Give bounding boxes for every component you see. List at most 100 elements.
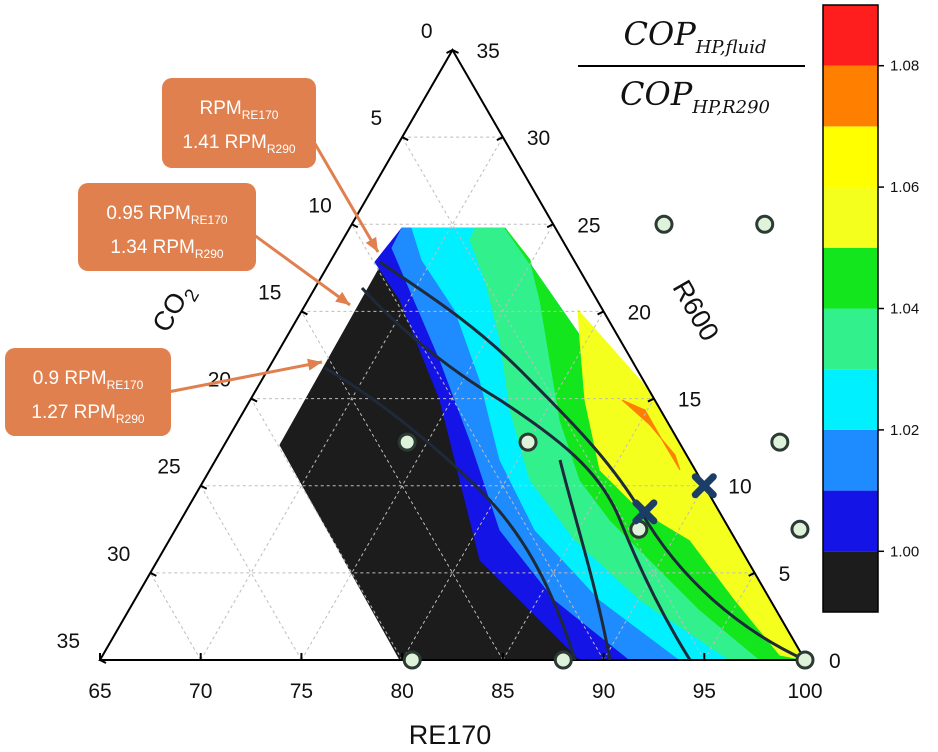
tick-label-re170-80: 80 [390,680,413,703]
composition-point-5 [397,432,417,452]
colorbar-title: COPHP,fluid COPHP,R290 [578,15,805,118]
colorbar-segment-6 [823,187,878,248]
grid-line-co2-15 [300,311,504,661]
tick-label-re170-70: 70 [189,680,212,703]
composition-point-1 [553,650,573,670]
callout-0: RPMRE170 1.41 RPMR290 [162,78,380,253]
colorbar-label-0: 1.00 [890,543,919,560]
tick-label-co2-5: 5 [370,107,382,130]
callout-box-0 [162,78,316,168]
rpm-isoline-0 [379,260,805,660]
tick-label-re170-95: 95 [693,680,716,703]
rpm-callouts: RPMRE170 1.41 RPMR290 0.95 RPMRE170 1.34 RP… [5,78,380,436]
rpm-isoline-3 [558,459,612,660]
colorbar-label-1: 1.02 [890,422,919,439]
colorbar-segment-8 [823,65,878,127]
composition-points [397,214,815,670]
tick-label-co2-35: 35 [57,630,80,653]
composition-point-3 [654,214,674,234]
callout-line1-2: 0.9 RPMRE170 [33,368,144,392]
tick-label-r600-25: 25 [577,214,600,237]
callout-arrow-2 [167,360,323,394]
colorbar-title-denominator: COPHP,R290 [620,75,770,118]
contour-bands [279,227,805,660]
tick-label-co2-15: 15 [258,281,281,304]
axis-title-re170: RE170 [409,720,492,750]
composition-point-8 [770,432,790,452]
grid-line-re170-15 [401,311,605,661]
colorbar-segment-2 [823,429,878,491]
callout-1: 0.95 RPMRE170 1.34 RPMR290 [78,183,351,307]
tick-co2-25 [200,484,208,490]
tick-co2-15 [300,310,308,316]
contour-band-7 [621,399,681,471]
colorbar-label-3: 1.06 [890,179,919,196]
tick-co2-10 [351,223,359,229]
rpm-isoline-1 [360,286,692,660]
tick-label-re170-100: 100 [787,680,822,703]
grid-lines [149,136,756,661]
axis-title-co2: CO2 [146,278,204,341]
tick-label-co2-20: 20 [208,369,231,392]
colorbar-segment-3 [823,369,878,430]
optimum-markers [632,473,717,525]
tick-label-r600-10: 10 [728,476,751,499]
callout-arrowhead-1 [335,291,350,305]
triangle-frame [98,48,807,661]
composition-point-7 [629,519,649,539]
composition-point-2 [795,650,815,670]
callout-line2-2: 1.27 RPMR290 [31,402,144,426]
tick-label-r600-30: 30 [527,127,550,150]
triangle-outline [98,48,807,661]
composition-point-9 [790,519,810,539]
tick-label-re170-65: 65 [88,680,111,703]
grid-line-co2-20 [250,398,403,661]
tick-co2-5 [401,136,409,142]
tick-r600-35 [446,49,453,54]
tick-r600-20 [597,310,605,316]
callout-line2-0: 1.41 RPMR290 [182,132,295,156]
colorbar-segment-9 [823,5,878,66]
optimum-marker-1 [691,473,717,499]
tick-r600-15 [647,397,655,403]
tick-label-co2-0: 0 [421,20,433,43]
colorbar-segment-7 [823,126,878,188]
optimum-marker-0 [632,499,658,525]
colorbar-label-2: 1.04 [890,301,919,318]
tick-label-re170-85: 85 [491,680,514,703]
grid-line-re170-30 [703,572,756,661]
callout-arrowhead-2 [307,358,322,371]
colorbar-title-numerator: COPHP,fluid [623,15,766,58]
tick-label-re170-90: 90 [592,680,615,703]
tick-label-r600-20: 20 [628,301,651,324]
tick-label-r600-0: 0 [829,650,841,673]
tick-co2-0 [452,49,459,54]
tick-co2-20 [250,397,258,403]
composition-point-4 [755,214,775,234]
composition-point-0 [402,650,422,670]
tick-label-r600-15: 15 [678,389,701,412]
callout-arrow-1 [249,230,351,307]
tick-label-re170-75: 75 [290,680,313,703]
colorbar-label-4: 1.08 [890,58,919,75]
callout-box-1 [78,183,256,271]
colorbar-segment-0 [823,551,878,612]
tick-r600-25 [546,223,554,229]
tick-label-co2-25: 25 [157,456,180,479]
tick-r600-30 [496,136,504,142]
colorbar-segment-4 [823,308,878,370]
axis-title-r600: R600 [667,275,725,346]
tick-r600-5 [748,571,756,577]
composition-point-6 [518,432,538,452]
axis-ticks: 65 70 75 80 85 90 95 100 0 5 10 15 20 25 30 35 0 5 10 15 20 2… [57,20,841,703]
colorbar: 1.00 1.02 1.04 1.06 1.08 [822,4,919,613]
rpm-isolines [324,260,805,660]
tick-label-r600-35: 35 [477,40,500,63]
callout-box-2 [5,348,171,436]
callout-line1-0: RPMRE170 [200,98,279,122]
tick-co2-30 [149,571,157,577]
tick-co2-35 [99,659,107,664]
tick-label-co2-10: 10 [308,194,331,217]
callout-2: 0.9 RPMRE170 1.27 RPMR290 [5,348,323,436]
